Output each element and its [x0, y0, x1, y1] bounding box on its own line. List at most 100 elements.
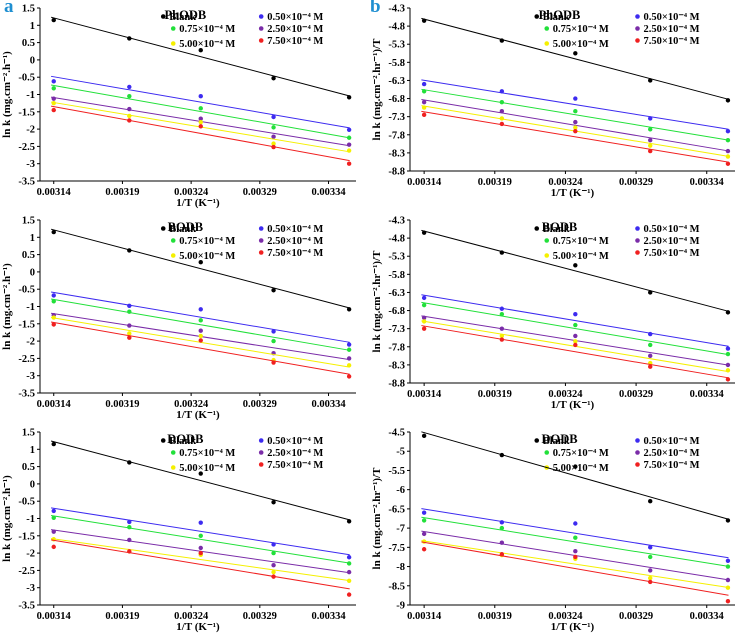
- fit-line: [50, 537, 350, 582]
- data-point: [648, 331, 653, 337]
- data-point: [573, 311, 578, 317]
- fit-line: [421, 98, 729, 152]
- data-point: [573, 339, 578, 344]
- data-point: [51, 515, 56, 521]
- y-tick-label: 0.5: [22, 38, 35, 49]
- data-point: [573, 521, 578, 526]
- y-tick-label: 0.5: [22, 250, 35, 261]
- data-point: [499, 333, 505, 339]
- data-point: [346, 95, 352, 100]
- data-point: [573, 119, 578, 125]
- y-tick-label: -7.3: [388, 324, 405, 335]
- legend-label: 7.50×10⁻⁴ M: [267, 460, 323, 471]
- data-point: [271, 338, 276, 344]
- data-point: [573, 342, 578, 348]
- legend-marker: [534, 438, 540, 443]
- data-point: [198, 116, 203, 121]
- data-point: [421, 510, 427, 515]
- chart-title: DODB: [541, 432, 577, 446]
- data-point: [573, 333, 578, 339]
- legend-marker: [160, 14, 166, 19]
- data-point: [725, 138, 731, 143]
- x-tick-label: 0.00334: [311, 187, 346, 198]
- data-point: [346, 561, 352, 566]
- data-point: [271, 500, 276, 505]
- data-point: [421, 81, 427, 87]
- legend-marker: [170, 26, 176, 31]
- legend-marker: [160, 226, 166, 231]
- data-point: [499, 311, 505, 317]
- data-point: [198, 94, 203, 99]
- data-point: [725, 564, 731, 569]
- y-tick-label: -2: [26, 337, 35, 348]
- legend-marker: [258, 238, 264, 243]
- y-tick-label: -7.8: [388, 130, 405, 141]
- legend-marker: [635, 250, 640, 255]
- data-point: [198, 550, 203, 556]
- y-tick-label: -0.5: [18, 73, 35, 84]
- legend-label: 0.50×10⁻⁴ M: [644, 224, 700, 235]
- y-tick-label: -9: [396, 601, 405, 612]
- fit-line: [421, 541, 729, 596]
- data-point: [573, 109, 578, 114]
- data-point: [127, 113, 132, 119]
- data-point: [648, 554, 653, 560]
- legend-label: 0.75×10⁻⁴ M: [179, 24, 235, 35]
- y-tick-label: -3.5: [18, 389, 35, 400]
- x-tick-label: 0.00319: [478, 389, 512, 400]
- y-tick-label: -8.8: [388, 379, 405, 390]
- y-tick-label: -2: [26, 549, 35, 560]
- y-tick-label: -7.3: [388, 112, 405, 123]
- data-point: [725, 558, 731, 563]
- legend-marker: [170, 253, 176, 258]
- data-point: [573, 96, 578, 101]
- data-point: [648, 78, 653, 83]
- data-point: [127, 118, 132, 123]
- legend-marker: [258, 226, 264, 231]
- legend-marker: [635, 462, 640, 467]
- y-tick-label: -2: [26, 125, 35, 136]
- y-axis-label: ln k (mg.cm⁻².hr⁻¹)/T: [371, 250, 383, 353]
- legend-label: 5.00×10⁻⁴ M: [179, 39, 235, 50]
- data-point: [198, 545, 203, 551]
- y-tick-label: -7.5: [388, 543, 405, 554]
- chart-b3: -4.5 -5 -5.5 -6 -6.5 -7 -7.5 -8 -8.5 -90.00314 0.0…: [371, 428, 735, 633]
- x-axis-label: 1/T (K⁻¹): [176, 409, 220, 421]
- data-point: [725, 368, 731, 373]
- data-point: [346, 592, 352, 597]
- data-point: [648, 290, 653, 295]
- data-point: [725, 362, 731, 368]
- data-point: [127, 524, 132, 530]
- fit-line: [421, 229, 729, 312]
- y-tick-label: -1.5: [18, 531, 35, 542]
- y-tick-label: -8.8: [388, 167, 405, 178]
- legend-label: 2.50×10⁻⁴ M: [267, 448, 323, 459]
- y-tick-label: 1.5: [22, 216, 35, 227]
- x-tick-label: 0.00319: [105, 611, 139, 622]
- y-tick-label: 0.5: [22, 462, 35, 473]
- y-tick-label: -1: [26, 514, 35, 525]
- data-point: [573, 128, 578, 134]
- data-point: [271, 141, 276, 146]
- legend-marker: [544, 238, 550, 243]
- data-point: [725, 310, 731, 315]
- data-point: [421, 99, 427, 105]
- data-point: [51, 299, 56, 304]
- y-tick-label: -0.5: [18, 497, 35, 508]
- data-point: [271, 76, 276, 81]
- data-point: [127, 460, 132, 465]
- legend-marker: [635, 238, 640, 243]
- data-point: [648, 545, 653, 550]
- data-point: [346, 307, 352, 312]
- data-point: [127, 519, 132, 525]
- chart-b2: -4.3 -4.8 -5.3 -5.8 -6.3 -6.8 -7.3 -7.8 -8.3 -8.8…: [371, 216, 735, 411]
- data-point: [198, 260, 203, 265]
- legend-marker: [544, 41, 550, 46]
- x-tick-label: 0.00324: [548, 611, 583, 622]
- legend-marker: [258, 462, 264, 467]
- data-point: [421, 531, 427, 537]
- legend-marker: [544, 253, 550, 258]
- legend-label: 2.50×10⁻⁴ M: [267, 24, 323, 35]
- fit-line: [421, 540, 729, 589]
